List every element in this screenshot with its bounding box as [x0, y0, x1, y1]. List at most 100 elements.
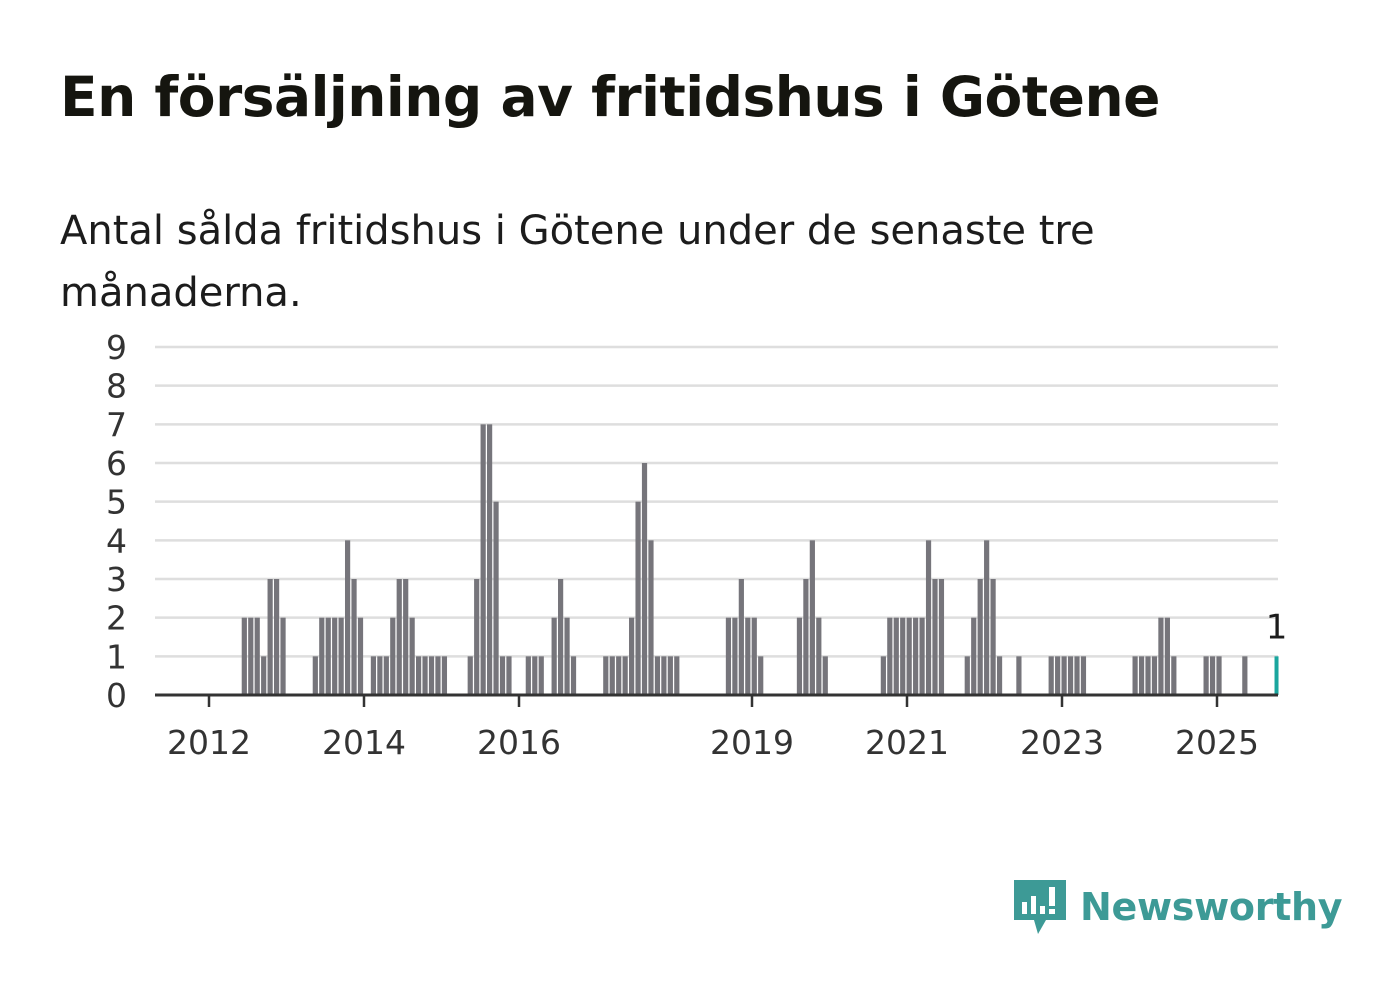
bar — [913, 617, 919, 695]
y-tick-label: 9 — [106, 328, 127, 367]
bar — [900, 617, 906, 695]
bar — [816, 617, 822, 695]
bar — [525, 656, 531, 695]
bar — [403, 579, 409, 695]
bar — [390, 617, 396, 695]
bar — [570, 656, 577, 695]
bar — [984, 540, 990, 695]
bar — [1080, 656, 1087, 695]
bar — [351, 579, 357, 695]
bar — [441, 656, 448, 695]
brand-name: Newsworthy — [1080, 885, 1343, 929]
bar — [1048, 656, 1054, 695]
y-tick-label: 7 — [106, 405, 127, 444]
bar — [751, 617, 757, 695]
bar — [1171, 656, 1177, 695]
y-tick-label: 6 — [106, 444, 127, 483]
bar — [1164, 617, 1170, 695]
x-tick-label: 2025 — [1175, 723, 1259, 762]
bar — [641, 463, 648, 695]
bar — [338, 617, 344, 695]
bar — [1016, 656, 1022, 695]
bar — [629, 617, 635, 695]
bar — [332, 617, 338, 695]
bar — [758, 656, 764, 695]
bar — [280, 617, 286, 695]
bar — [938, 579, 945, 695]
bar — [803, 579, 809, 695]
bar — [474, 579, 480, 695]
bar — [319, 617, 325, 695]
newsworthy-logo-icon — [1014, 880, 1066, 934]
bar — [506, 656, 512, 695]
x-tick-label: 2021 — [865, 723, 949, 762]
bar — [428, 656, 435, 695]
bar — [1158, 617, 1164, 695]
brand-logo[interactable]: Newsworthy — [1010, 876, 1343, 938]
bar — [1203, 656, 1209, 695]
bar — [990, 579, 996, 695]
bar — [1216, 656, 1222, 695]
bar — [654, 656, 661, 695]
x-tick-label: 2023 — [1020, 723, 1104, 762]
y-tick-label: 5 — [106, 483, 127, 522]
bar — [674, 656, 680, 695]
y-tick-label: 0 — [106, 676, 127, 715]
x-tick-label: 2019 — [710, 723, 794, 762]
bar — [312, 656, 318, 695]
bar — [551, 617, 557, 695]
bar — [248, 617, 254, 695]
bar — [383, 656, 389, 695]
bar — [564, 617, 570, 695]
bar — [267, 579, 273, 695]
bar — [261, 656, 267, 695]
bar-highlight — [1274, 656, 1279, 695]
bar — [725, 617, 732, 695]
bar — [603, 656, 609, 695]
bar — [396, 579, 402, 695]
bar — [971, 617, 977, 695]
bar — [932, 579, 938, 695]
bar — [996, 656, 1003, 695]
bar — [809, 540, 815, 695]
bar — [344, 540, 351, 695]
bar — [422, 656, 428, 695]
bar — [487, 424, 493, 695]
bar — [880, 656, 886, 695]
y-tick-label: 3 — [106, 560, 127, 599]
bar — [1132, 656, 1138, 695]
bar — [616, 656, 622, 695]
bar — [1074, 656, 1080, 695]
bar — [416, 656, 422, 695]
bar — [532, 656, 538, 695]
bar — [635, 501, 641, 695]
bar — [925, 540, 932, 695]
y-tick-label: 2 — [106, 599, 127, 638]
bar — [254, 617, 260, 695]
chart-subtitle: Antal sålda fritidshus i Götene under de… — [60, 208, 1095, 316]
bar — [732, 617, 738, 695]
bar — [661, 656, 667, 695]
bar — [822, 656, 828, 695]
bar — [493, 501, 499, 695]
bar — [745, 617, 751, 695]
bar — [609, 656, 615, 695]
bar — [667, 656, 673, 695]
bar — [964, 656, 970, 695]
x-tick-label: 2016 — [477, 723, 561, 762]
bar — [796, 617, 803, 695]
bar — [977, 579, 983, 695]
y-tick-label: 8 — [106, 367, 127, 406]
bar — [480, 424, 486, 695]
bar — [558, 579, 564, 695]
x-tick-label: 2014 — [322, 723, 406, 762]
bar — [648, 540, 654, 695]
bar — [1151, 656, 1158, 695]
bar — [893, 617, 899, 695]
chart-title: En försäljning av fritidshus i Götene — [60, 65, 1160, 129]
bar — [1067, 656, 1074, 695]
bar — [906, 617, 912, 695]
bar — [409, 617, 415, 695]
bar — [377, 656, 383, 695]
